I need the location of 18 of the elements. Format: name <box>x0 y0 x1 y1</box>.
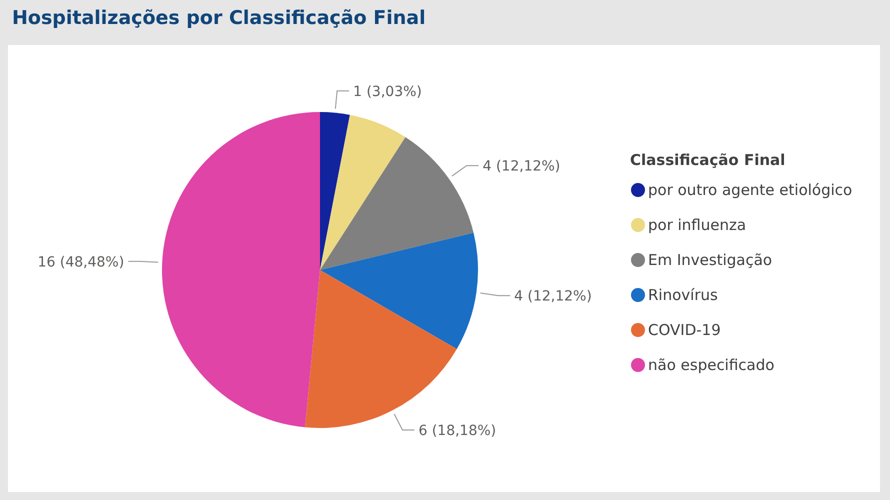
pie-slice <box>320 137 474 270</box>
legend-label: COVID-19 <box>648 321 721 339</box>
data-label: 4 (12,12%) <box>514 288 592 305</box>
legend-title: Classificação Final <box>630 151 786 169</box>
chart-title: Hospitalizações por Classificação Final <box>12 7 426 29</box>
pie-slice <box>320 114 406 270</box>
legend-label: Em Investigação <box>648 251 772 269</box>
pie-slice <box>320 112 350 270</box>
data-label: 1 (3,03%) <box>353 84 422 100</box>
data-label: 6 (18,18%) <box>418 422 496 439</box>
legend-label: Rinovírus <box>648 286 718 304</box>
pie-slice <box>320 232 478 349</box>
data-label: 4 (12,12%) <box>482 158 560 175</box>
legend-label: por influenza <box>648 216 746 234</box>
legend-label: por outro agente etiológico <box>648 181 852 199</box>
legend-label: não especificado <box>648 356 774 374</box>
pie-slice <box>162 112 320 428</box>
data-label: 16 (48,48%) <box>38 254 124 270</box>
